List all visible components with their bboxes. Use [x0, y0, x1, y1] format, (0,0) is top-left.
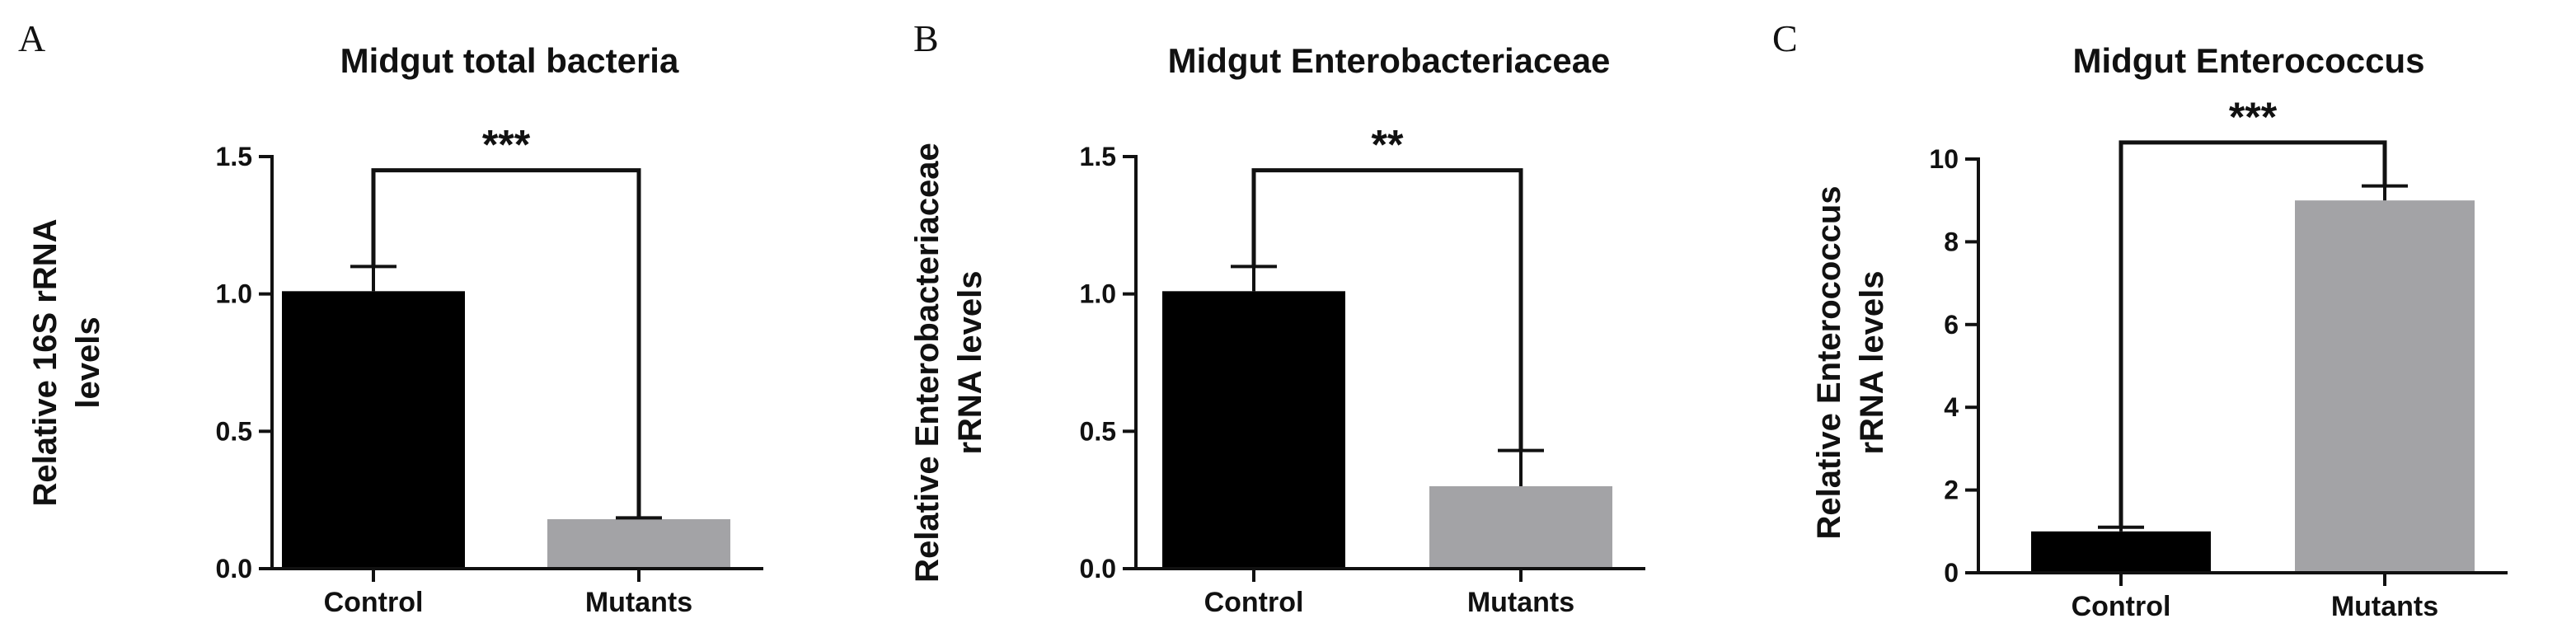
- x-tick-label: Control: [1204, 587, 1304, 618]
- bar-control: [282, 291, 465, 569]
- y-axis-label: rRNA levels: [952, 270, 988, 454]
- significance-label: **: [1372, 122, 1404, 168]
- y-axis-label: rRNA levels: [1854, 270, 1890, 454]
- y-tick-label: 2: [1944, 476, 1959, 505]
- panel-letter: C: [1772, 17, 1798, 59]
- x-tick-label: Mutants: [1467, 587, 1574, 618]
- y-axis-label: levels: [70, 316, 106, 408]
- bar-control: [2031, 531, 2211, 573]
- y-tick-label: 0.5: [1080, 416, 1116, 446]
- y-tick-label: 4: [1944, 392, 1959, 422]
- y-tick-label: 1.0: [1080, 279, 1116, 309]
- panel-letter: A: [18, 17, 45, 59]
- x-tick-label: Control: [2072, 591, 2171, 622]
- significance-label: ***: [482, 122, 531, 168]
- significance-label: ***: [2229, 94, 2278, 140]
- y-tick-label: 0.0: [1080, 554, 1116, 583]
- bar-mutants: [547, 519, 730, 569]
- y-axis-label: Relative Enterobacteriaceae: [909, 143, 945, 583]
- bar-control: [1162, 291, 1345, 569]
- y-tick-label: 1.5: [1080, 142, 1116, 171]
- chart-title: Midgut Enterobacteriaceae: [1168, 41, 1611, 80]
- panel-letter: B: [913, 17, 939, 59]
- y-tick-label: 0: [1944, 558, 1959, 588]
- bar-mutants: [2295, 200, 2475, 573]
- x-tick-label: Mutants: [585, 587, 692, 618]
- significance-bracket: [2119, 140, 2387, 527]
- significance-bracket: [371, 168, 641, 518]
- y-axis-label: Relative 16S rRNA: [27, 218, 63, 506]
- y-tick-label: 0.5: [216, 416, 252, 446]
- y-axis-label: Relative Enterococcus: [1811, 185, 1847, 539]
- x-tick-label: Mutants: [2331, 591, 2438, 622]
- y-tick-label: 1.0: [216, 279, 252, 309]
- panel-c: C Midgut Enterococcus Relative Enterococcu…: [1772, 17, 2508, 622]
- y-tick-label: 8: [1944, 227, 1959, 256]
- chart-title: Midgut Enterococcus: [2072, 41, 2424, 80]
- y-tick-label: 0.0: [216, 554, 252, 583]
- x-tick-label: Control: [324, 587, 424, 618]
- y-tick-label: 6: [1944, 310, 1959, 340]
- panel-b: B Midgut Enterobacteriaceae Relative Enter…: [909, 17, 1645, 618]
- bar-mutants: [1429, 486, 1612, 569]
- y-tick-label: 1.5: [216, 142, 252, 171]
- panel-a: A Midgut total bacteria Relative 16S rRNA l…: [18, 17, 763, 618]
- y-tick-label: 10: [1929, 144, 1959, 174]
- chart-title: Midgut total bacteria: [340, 41, 679, 80]
- significance-bracket: [1251, 168, 1523, 451]
